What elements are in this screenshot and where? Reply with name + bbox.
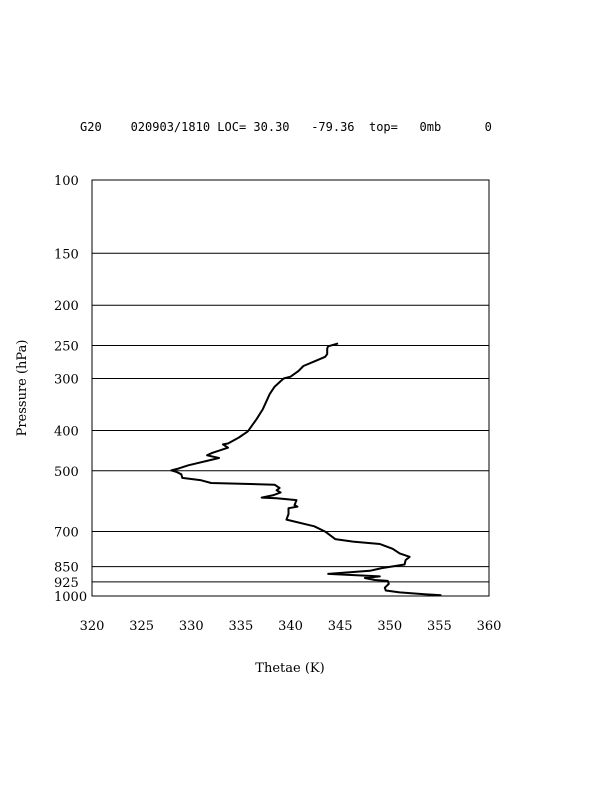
y-tick-label: 100 — [54, 174, 79, 189]
thetae-profile-line — [170, 342, 442, 597]
y-tick-label: 150 — [54, 247, 79, 262]
series-layer — [170, 342, 442, 597]
y-tick-label: 300 — [54, 372, 79, 387]
y-axis-title: Pressure (hPa) — [15, 340, 30, 437]
y-tick-label: 250 — [54, 340, 79, 355]
x-axis-title: Thetae (K) — [255, 661, 324, 676]
y-tick-label: 500 — [54, 465, 79, 480]
x-tick-label: 320 — [80, 619, 105, 634]
y-tick-label: 1000 — [54, 590, 87, 605]
y-tick-label: 850 — [54, 561, 79, 576]
y-tick-label: 400 — [54, 424, 79, 439]
y-tick-label: 200 — [54, 299, 79, 314]
x-tick-label: 335 — [228, 619, 253, 634]
y-tick-label: 925 — [54, 576, 79, 591]
x-tick-label: 325 — [129, 619, 154, 634]
x-tick-label: 360 — [477, 619, 502, 634]
plot-frame — [91, 179, 490, 597]
x-tick-label: 340 — [278, 619, 303, 634]
header-info-line: G20 020903/1810 LOC= 30.30 -79.36 top= 0… — [80, 120, 492, 134]
x-tick-label: 350 — [377, 619, 402, 634]
x-tick-label: 355 — [427, 619, 452, 634]
y-tick-label: 700 — [54, 526, 79, 541]
x-tick-label: 330 — [179, 619, 204, 634]
x-tick-label: 345 — [328, 619, 353, 634]
grid-layer — [92, 252, 489, 597]
